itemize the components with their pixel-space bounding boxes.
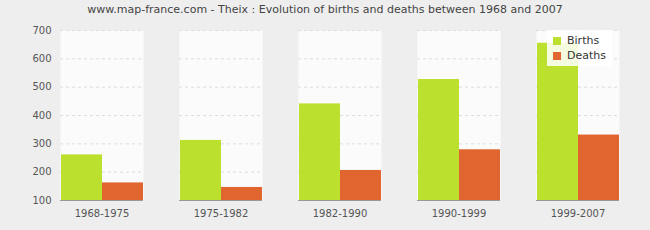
svg-text:400: 400	[32, 110, 51, 121]
html-text:Deaths: Deaths	[567, 49, 606, 62]
svg-text:1982-1990: 1982-1990	[313, 208, 368, 219]
svg-text:1999-2007: 1999-2007	[551, 208, 606, 219]
svg-text:700: 700	[32, 25, 51, 36]
svg-text:500: 500	[32, 81, 51, 92]
html-text:Births: Births	[567, 34, 600, 47]
svg-text:300: 300	[32, 138, 51, 149]
svg-text:1968-1975: 1968-1975	[75, 208, 130, 219]
html-text:www.map-france.com - Theix : E: www.map-france.com - Theix : Evolution o…	[87, 3, 563, 16]
svg-text:600: 600	[32, 53, 51, 64]
svg-text:1975-1982: 1975-1982	[194, 208, 249, 219]
svg-text:200: 200	[32, 166, 51, 177]
svg-text:100: 100	[32, 195, 51, 206]
svg-text:1990-1999: 1990-1999	[432, 208, 487, 219]
